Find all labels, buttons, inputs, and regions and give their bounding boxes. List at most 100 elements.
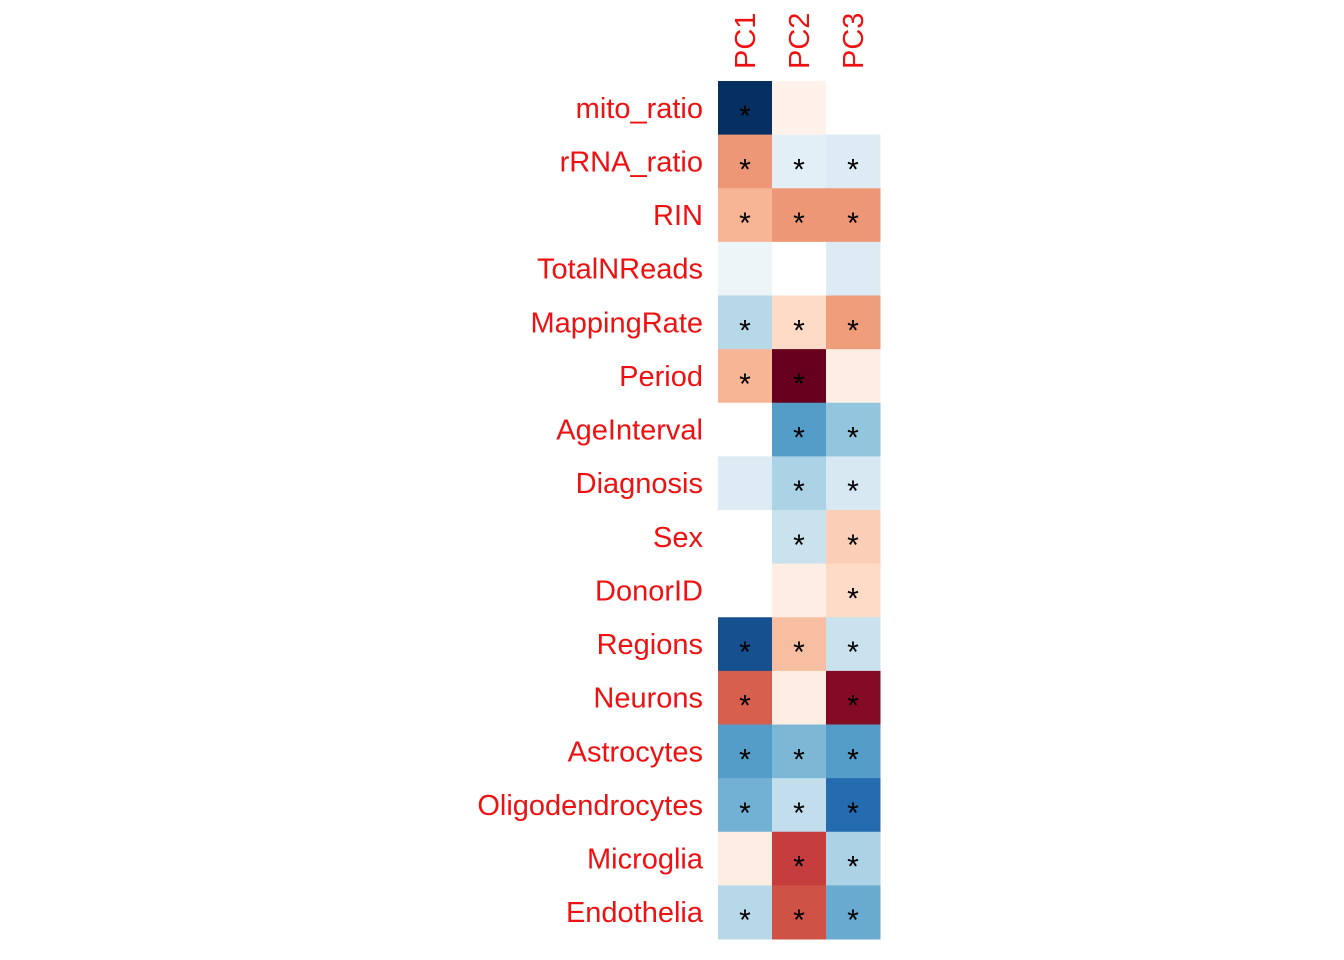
significance-star: * <box>793 904 805 937</box>
heatmap-cell <box>826 885 881 940</box>
heatmap-cell <box>718 241 773 296</box>
heatmap-cell <box>826 670 881 725</box>
row-label: Microglia <box>587 844 704 876</box>
heatmap-cell <box>772 510 827 565</box>
heatmap-cell <box>772 617 827 672</box>
heatmap-cell <box>718 831 773 886</box>
row-label: Diagnosis <box>576 468 703 500</box>
heatmap-cell <box>826 295 881 350</box>
heatmap-cell <box>826 402 881 457</box>
significance-markers: * * * * * * * * * * * * * * * * * * * * * * * * * * * * * * * * * * * <box>739 100 859 937</box>
heatmap-cell <box>772 670 827 725</box>
heatmap-cell <box>718 295 773 350</box>
heatmap-cell <box>772 295 827 350</box>
heatmap-cell <box>826 510 881 565</box>
row-label: Period <box>619 361 703 393</box>
significance-star: * <box>793 529 805 562</box>
significance-star: * <box>793 153 805 186</box>
column-label: PC3 <box>838 13 870 69</box>
significance-star: * <box>847 582 859 615</box>
significance-star: * <box>739 636 751 669</box>
significance-star: * <box>847 475 859 508</box>
heatmap-cell <box>718 724 773 779</box>
significance-star: * <box>793 422 805 455</box>
heatmap-cell <box>826 349 881 404</box>
heatmap-cell <box>772 241 827 296</box>
heatmap-cell <box>718 134 773 189</box>
row-labels: mito_ratio rRNA_ratio RIN TotalNReads Mappin… <box>477 93 704 929</box>
row-label: Regions <box>597 629 703 661</box>
heatmap-cell <box>826 831 881 886</box>
heatmap-cell <box>826 778 881 833</box>
significance-star: * <box>847 207 859 240</box>
significance-star: * <box>739 207 751 240</box>
significance-star: * <box>847 797 859 830</box>
heatmap-cell <box>772 402 827 457</box>
significance-star: * <box>739 904 751 937</box>
significance-star: * <box>847 422 859 455</box>
heatmap-cell <box>772 349 827 404</box>
row-label: DonorID <box>595 575 703 607</box>
heatmap-cell <box>772 563 827 618</box>
significance-star: * <box>739 690 751 723</box>
heatmap-cell <box>718 885 773 940</box>
significance-star: * <box>739 743 751 776</box>
significance-star: * <box>793 743 805 776</box>
significance-star: * <box>739 100 751 133</box>
heatmap-cell <box>718 81 773 136</box>
row-label: Oligodendrocytes <box>477 790 703 822</box>
heatmap-cell <box>826 188 881 243</box>
heatmap-cell <box>772 885 827 940</box>
heatmap-cell <box>826 563 881 618</box>
significance-star: * <box>847 743 859 776</box>
column-label: PC1 <box>730 13 762 69</box>
heatmap-cell <box>826 81 881 136</box>
significance-star: * <box>739 797 751 830</box>
significance-star: * <box>793 797 805 830</box>
heatmap-cell <box>772 831 827 886</box>
significance-star: * <box>793 636 805 669</box>
heatmap-cell <box>718 563 773 618</box>
significance-star: * <box>847 153 859 186</box>
row-label: Endothelia <box>566 897 704 929</box>
significance-star: * <box>739 153 751 186</box>
heatmap-cell <box>772 778 827 833</box>
row-label: Neurons <box>593 683 703 715</box>
heatmap-cell <box>772 81 827 136</box>
heatmap-cell <box>718 456 773 511</box>
heatmap-cell <box>772 724 827 779</box>
heatmap-cell <box>826 241 881 296</box>
significance-star: * <box>793 314 805 347</box>
heatmap-cell <box>718 349 773 404</box>
significance-star: * <box>847 904 859 937</box>
heatmap-cell <box>826 617 881 672</box>
heatmap-cell <box>772 456 827 511</box>
heatmap-cell <box>826 724 881 779</box>
row-label: TotalNReads <box>537 254 703 286</box>
row-label: Astrocytes <box>568 736 703 768</box>
significance-star: * <box>739 314 751 347</box>
row-label: Sex <box>653 522 703 554</box>
column-label: PC2 <box>784 13 816 69</box>
significance-star: * <box>793 368 805 401</box>
significance-star: * <box>793 851 805 884</box>
heatmap-cell <box>826 134 881 189</box>
heatmap-cells <box>718 81 881 940</box>
heatmap-cell <box>718 188 773 243</box>
significance-star: * <box>793 207 805 240</box>
significance-star: * <box>847 690 859 723</box>
heatmap-cell <box>772 134 827 189</box>
heatmap-cell <box>826 456 881 511</box>
row-label: AgeInterval <box>556 415 703 447</box>
significance-star: * <box>793 475 805 508</box>
heatmap-cell <box>772 188 827 243</box>
row-label: mito_ratio <box>576 93 703 125</box>
significance-star: * <box>847 529 859 562</box>
significance-star: * <box>847 314 859 347</box>
row-label: rRNA_ratio <box>560 146 703 178</box>
heatmap-cell <box>718 778 773 833</box>
heatmap-cell <box>718 402 773 457</box>
row-label: RIN <box>653 200 703 232</box>
significance-star: * <box>847 636 859 669</box>
